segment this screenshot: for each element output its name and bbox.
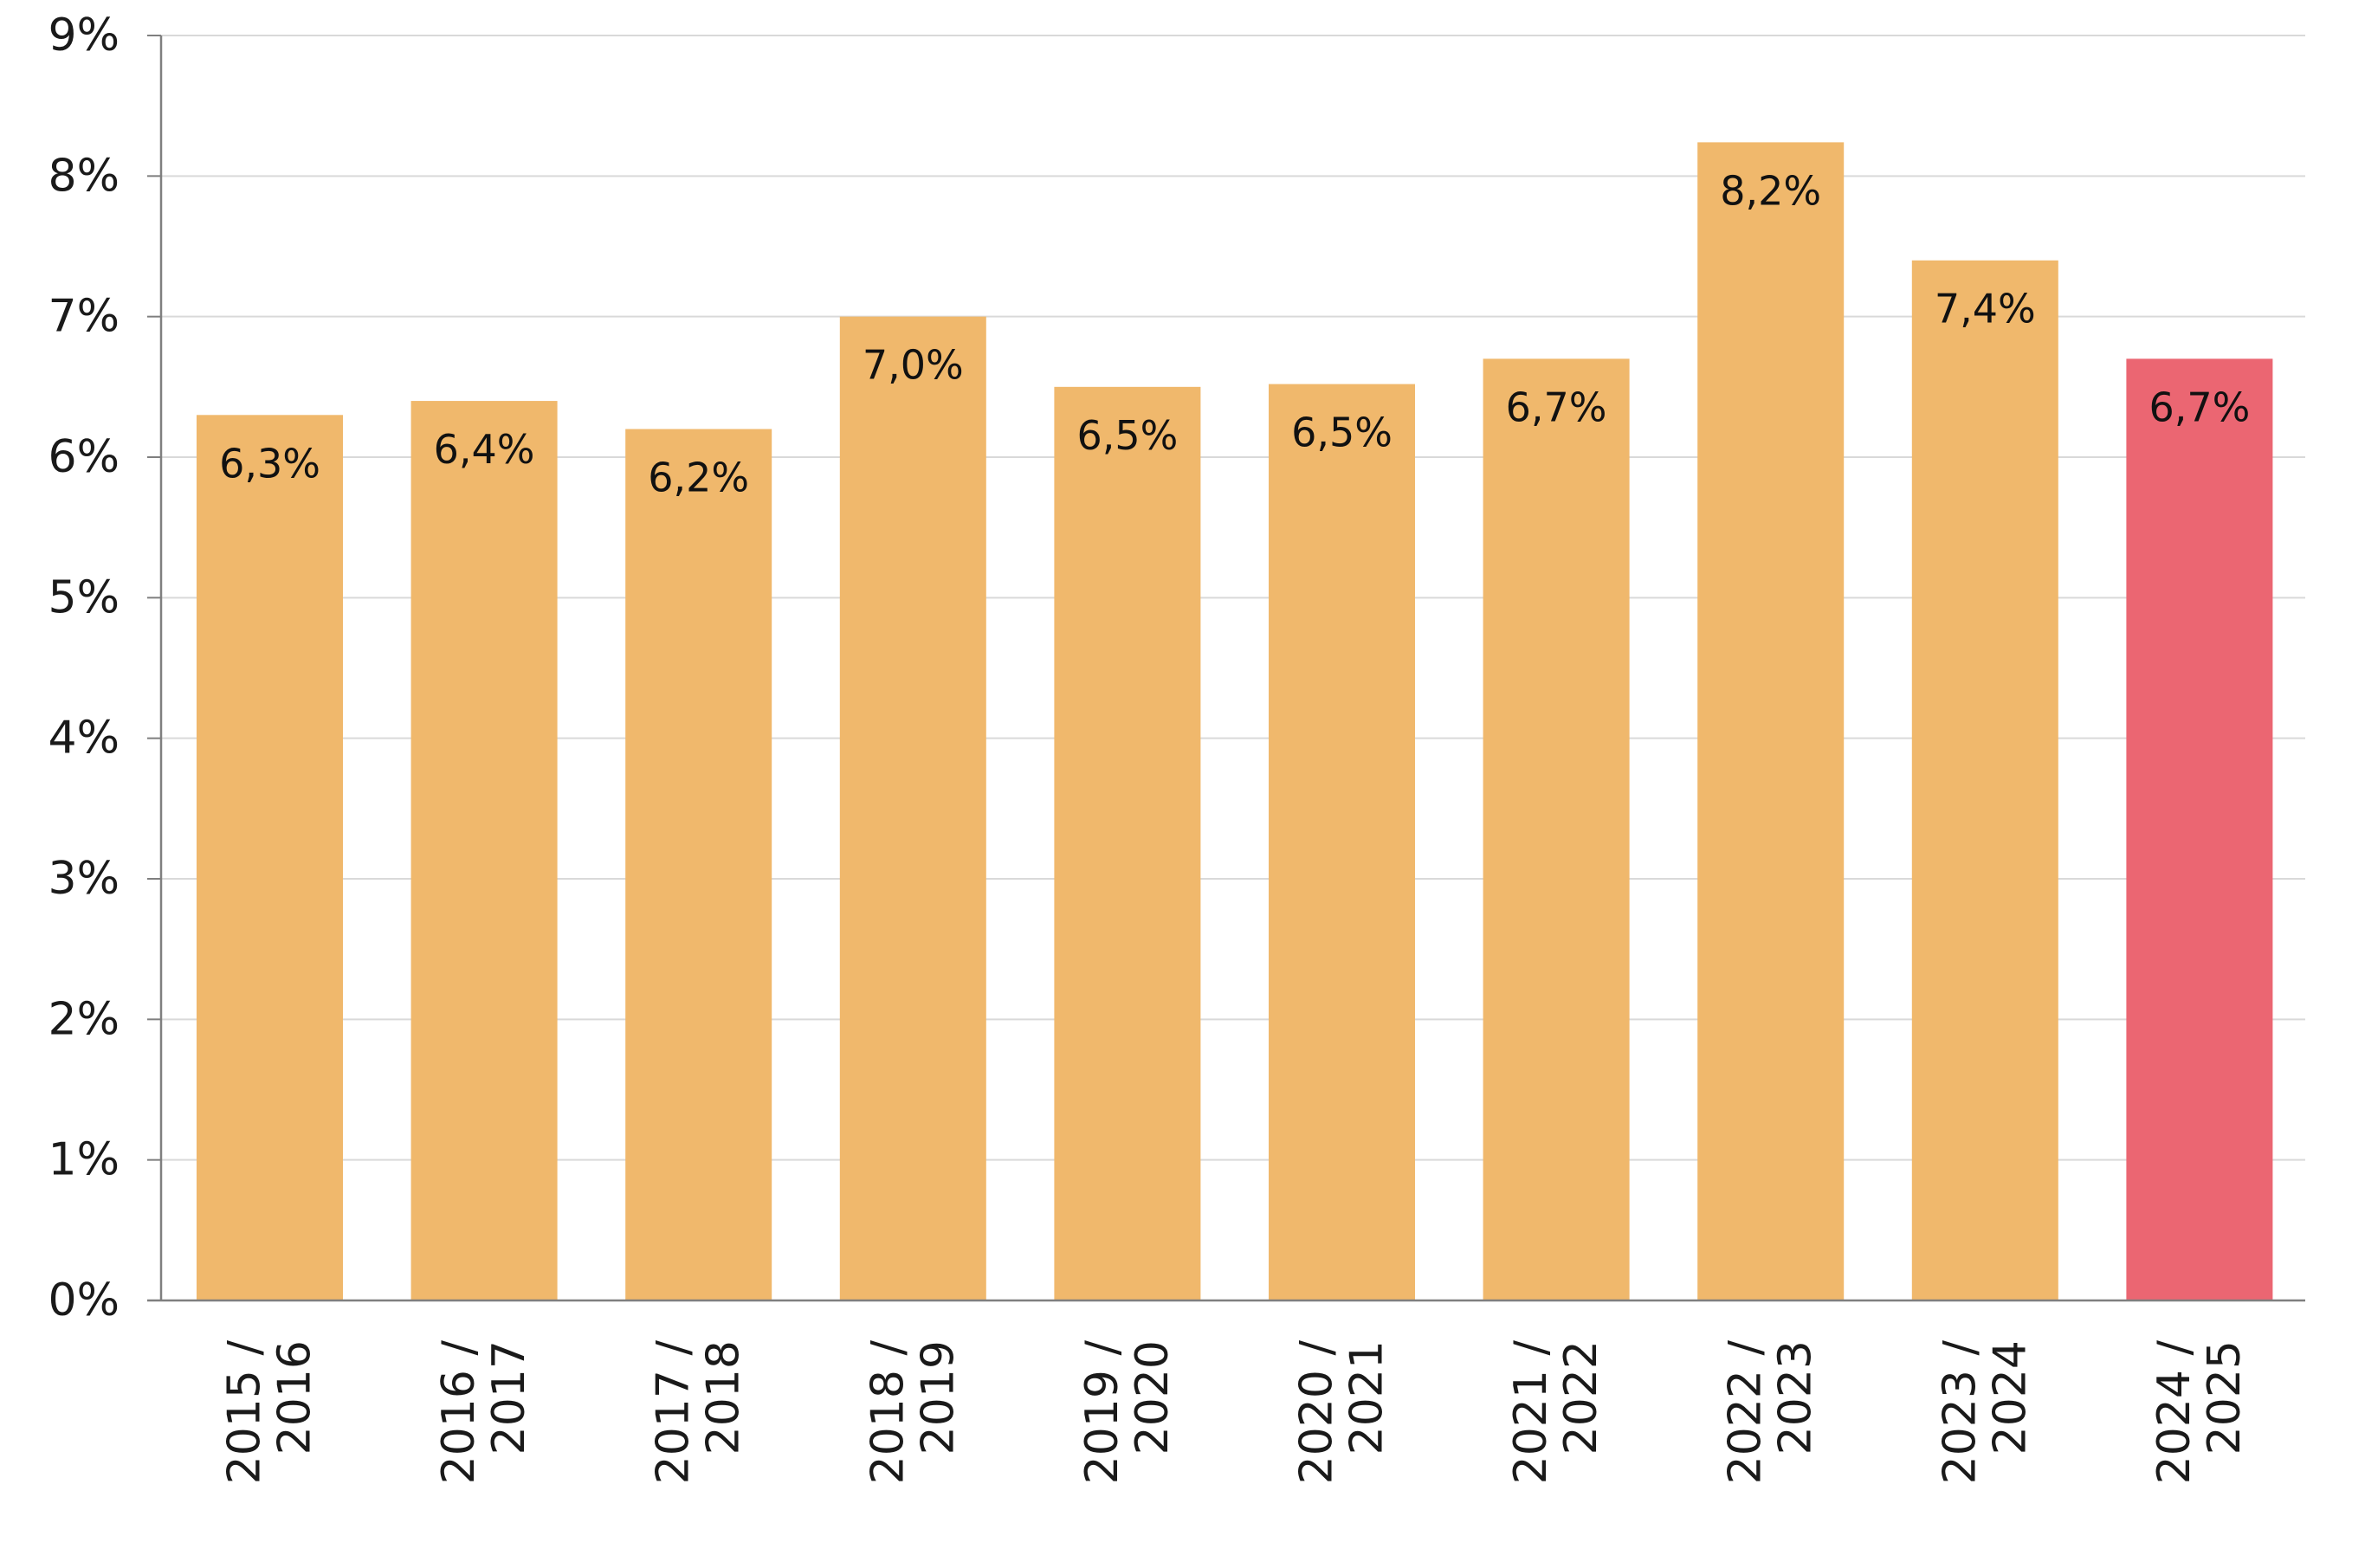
x-tick-label: 2021 /2022	[1505, 1340, 1607, 1485]
y-tick-label: 6%	[48, 431, 120, 483]
x-tick-label-line: 2016	[269, 1340, 321, 1455]
x-tick-label-line: 2022 /	[1720, 1340, 1772, 1485]
bar	[625, 429, 772, 1300]
bar	[1269, 384, 1415, 1300]
data-label: 6,4%	[434, 426, 535, 473]
x-tick-label: 2020 /2021	[1291, 1340, 1393, 1485]
x-tick-label-line: 2022	[1555, 1340, 1607, 1455]
x-tick-label: 2024 /2025	[2149, 1340, 2251, 1485]
x-tick-label-line: 2015 /	[219, 1340, 271, 1485]
data-label: 6,7%	[1506, 384, 1607, 430]
x-tick-label-line: 2019 /	[1076, 1340, 1128, 1485]
x-tick-label-line: 2020 /	[1291, 1340, 1343, 1485]
bar	[410, 401, 558, 1301]
x-tick-label: 2017 /2018	[648, 1340, 750, 1485]
x-tick-label: 2022 /2023	[1720, 1340, 1822, 1485]
x-tick-label-line: 2018	[698, 1340, 750, 1455]
data-label: 6,7%	[2149, 384, 2250, 430]
x-tick-label-line: 2019	[912, 1340, 964, 1455]
x-tick-label-line: 2024 /	[2149, 1340, 2200, 1485]
y-tick-label: 8%	[48, 150, 120, 202]
data-label: 8,2%	[1720, 167, 1821, 214]
bar	[839, 316, 986, 1301]
y-tick-label: 2%	[48, 993, 120, 1045]
x-tick-label-line: 2021 /	[1505, 1340, 1557, 1485]
data-label: 6,5%	[1291, 410, 1393, 456]
x-tick-label: 2016 /2017	[433, 1340, 535, 1485]
x-tick-label-line: 2023 /	[1934, 1340, 1986, 1485]
x-tick-label: 2019 /2020	[1076, 1340, 1179, 1485]
x-tick-label-line: 2017 /	[648, 1340, 700, 1485]
data-label: 6,5%	[1076, 412, 1178, 459]
x-tick-label-line: 2017	[483, 1340, 535, 1455]
x-tick-label-line: 2024	[1984, 1340, 2036, 1455]
x-tick-label-line: 2021	[1341, 1340, 1393, 1455]
data-label: 6,3%	[219, 440, 320, 487]
bar	[1483, 358, 1630, 1300]
y-tick-label: 7%	[48, 291, 120, 343]
data-label: 6,2%	[648, 455, 749, 501]
bar	[1697, 142, 1845, 1301]
x-tick-labels: 2015 /2016 2016 /2017 2017 /2018 2018 /2019…	[219, 1340, 2251, 1485]
y-tick-labels: 0% 1% 2% 3% 4% 5% 6% 7% 8% 9%	[48, 10, 120, 1326]
x-tick-label-line: 2016 /	[433, 1340, 485, 1485]
x-tick-label-line: 2025	[2199, 1340, 2251, 1455]
y-tick-label: 9%	[48, 10, 120, 61]
data-labels: 6,3% 6,4% 6,2% 7,0% 6,5% 6,5% 6,7% 8,2% 7,4% 6,7%	[219, 167, 2250, 500]
bar	[197, 415, 343, 1300]
bar	[1054, 386, 1201, 1300]
bar	[1911, 260, 2058, 1300]
bars	[197, 142, 2273, 1301]
bar	[2126, 358, 2273, 1300]
x-tick-label: 2015 /2016	[219, 1340, 321, 1485]
data-label: 7,0%	[863, 342, 964, 389]
data-label: 7,4%	[1935, 286, 2036, 332]
x-tick-label: 2023 /2024	[1934, 1340, 2036, 1485]
y-tick-label: 1%	[48, 1134, 120, 1186]
x-tick-label: 2018 /2019	[862, 1340, 964, 1485]
axes	[147, 35, 2305, 1302]
y-tick-label: 0%	[48, 1274, 120, 1326]
y-tick-label: 4%	[48, 713, 120, 765]
y-tick-label: 3%	[48, 853, 120, 905]
x-tick-label-line: 2023	[1770, 1340, 1822, 1455]
x-tick-label-line: 2020	[1127, 1340, 1179, 1455]
y-tick-label: 5%	[48, 571, 120, 623]
x-tick-label-line: 2018 /	[862, 1340, 914, 1485]
